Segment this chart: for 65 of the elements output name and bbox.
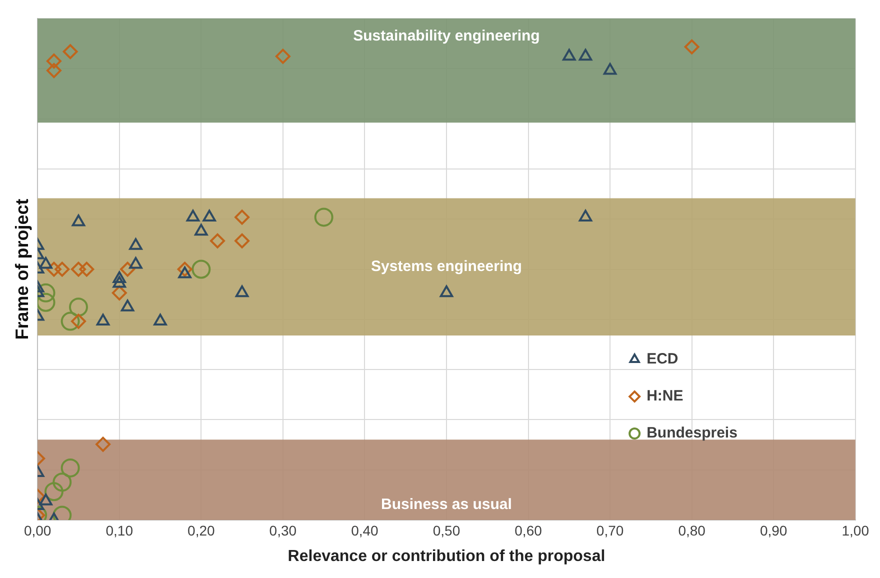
point: [120, 262, 136, 277]
point: [178, 266, 192, 278]
point: [154, 314, 167, 326]
point: [112, 285, 127, 300]
point: [684, 39, 700, 54]
point: [39, 494, 52, 506]
point: [578, 210, 592, 222]
point: [314, 208, 334, 227]
point: [440, 285, 454, 298]
point: [210, 233, 226, 248]
legend-label: H:NE: [646, 388, 684, 405]
x-tick-label: 0,20: [188, 522, 215, 538]
point: [70, 262, 86, 277]
point: [54, 262, 70, 277]
point: [194, 224, 208, 236]
point: [96, 436, 111, 452]
point: [234, 210, 250, 225]
point: [96, 314, 110, 326]
point: [177, 262, 192, 277]
x-tick-label: 0,30: [269, 522, 297, 538]
point: [112, 276, 126, 288]
point: [129, 257, 142, 269]
x-axis-title: Relevance or contribution of the proposal: [288, 548, 606, 565]
point: [79, 262, 94, 277]
band-label: Sustainability engineering: [353, 28, 540, 45]
y-axis-title: Frame of project: [12, 198, 32, 340]
point: [62, 44, 78, 60]
point: [578, 48, 592, 61]
point: [72, 214, 86, 226]
x-tick-label: 0,80: [678, 522, 706, 538]
x-tick-label: 0,10: [106, 522, 134, 538]
x-tick-label: 0,50: [432, 522, 460, 538]
point: [44, 482, 64, 502]
band-label: Systems engineering: [371, 258, 522, 276]
point: [603, 63, 617, 75]
band-label: Business as usual: [381, 496, 512, 514]
point: [234, 233, 250, 248]
x-tick-label: 0,40: [351, 522, 379, 538]
point: [120, 300, 134, 312]
x-tick-label: 0,60: [514, 522, 542, 538]
point: [192, 260, 211, 279]
point: [112, 271, 126, 283]
point: [46, 54, 62, 69]
x-tick-label: 0,00: [24, 522, 52, 538]
point: [38, 292, 56, 312]
point: [202, 210, 216, 222]
point: [186, 210, 200, 222]
point: [60, 312, 80, 331]
point: [68, 298, 88, 317]
legend-label: Bundespreis: [646, 424, 738, 442]
legend-label: ECD: [646, 350, 678, 368]
point: [46, 63, 62, 78]
x-tick-label: 0,90: [760, 522, 788, 538]
x-tick-label: 1,00: [842, 522, 870, 538]
point: [129, 238, 142, 250]
point: [60, 458, 80, 478]
point: [39, 257, 52, 269]
point: [46, 262, 62, 277]
x-tick-label: 0,70: [596, 522, 624, 538]
point: [562, 48, 576, 61]
point: [38, 283, 56, 302]
point: [235, 285, 249, 298]
point: [52, 472, 72, 492]
point: [275, 48, 290, 64]
point: [70, 314, 86, 329]
